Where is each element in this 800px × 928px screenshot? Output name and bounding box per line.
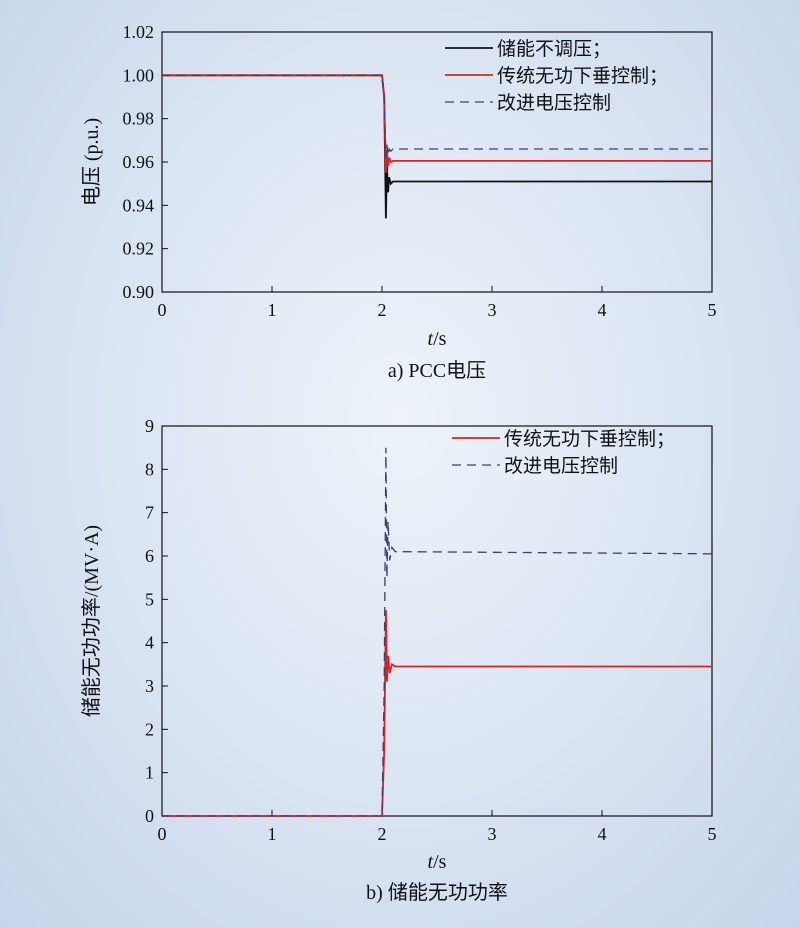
legend-label: 传统无功下垂控制； — [504, 428, 675, 450]
x-tick-label: 4 — [598, 300, 607, 320]
chart-a-pcc-voltage: 0 1 2 3 4 5 0.90 0.92 0.94 0.96 0.98 1.00 1.02 储能不调… — [80, 22, 717, 382]
x-tick-label: 2 — [378, 824, 387, 844]
chart-a-y-axis-label: 电压 (p.u.) — [80, 118, 103, 206]
chart-b-caption: b) 储能无功功率 — [366, 881, 508, 904]
x-tick-label: 3 — [488, 824, 497, 844]
y-tick-label: 2 — [145, 719, 154, 739]
x-tick-label: 5 — [708, 824, 717, 844]
x-tick-label: 0 — [158, 300, 167, 320]
y-tick-label: 1.02 — [123, 22, 155, 42]
chart-a-caption: a) PCC电压 — [388, 359, 486, 382]
y-tick-label: 0.98 — [123, 109, 155, 129]
y-tick-label: 1 — [145, 763, 154, 783]
legend-label: 传统无功下垂控制； — [497, 65, 668, 87]
x-tick-label: 0 — [158, 824, 167, 844]
series-line-0-1 — [162, 74, 712, 173]
x-tick-label: 5 — [708, 300, 717, 320]
y-tick-label: 7 — [145, 503, 154, 523]
y-tick-label: 0.90 — [123, 282, 155, 302]
y-tick-label: 0.94 — [123, 195, 155, 215]
x-tick-label: 3 — [488, 300, 497, 320]
y-tick-label: 6 — [145, 546, 154, 566]
x-tick-label: 4 — [598, 824, 607, 844]
series-line-1-0 — [162, 610, 712, 817]
legend-label: 改进电压控制 — [497, 92, 611, 114]
y-tick-label: 0 — [145, 806, 154, 826]
legend-label: 储能不调压； — [497, 38, 611, 60]
y-tick-label: 4 — [145, 633, 154, 653]
y-tick-label: 9 — [145, 416, 154, 436]
series-line-0-2 — [162, 74, 712, 158]
series-line-0-0 — [162, 74, 712, 219]
legend-label: 改进电压控制 — [504, 455, 618, 477]
chart-b-y-axis-label: 储能无功功率/(MV·A) — [80, 525, 103, 717]
x-tick-label: 2 — [378, 300, 387, 320]
x-tick-label: 1 — [268, 824, 277, 844]
y-tick-label: 0.92 — [123, 239, 155, 259]
series-line-1-1 — [162, 447, 713, 817]
y-tick-label: 3 — [145, 676, 154, 696]
y-tick-label: 8 — [145, 459, 154, 479]
y-tick-label: 5 — [145, 589, 154, 609]
chart-b-x-axis-label: t/s — [428, 851, 447, 873]
chart-b-plot-frame — [161, 425, 713, 817]
y-tick-label: 1.00 — [123, 65, 155, 85]
chart-b-reactive-power: 0 1 2 3 4 5 0 1 2 3 4 5 6 7 8 9 传统无功下垂控制； 改进电压控制 t/s 储能… — [80, 416, 717, 904]
chart-a-x-axis-label: t/s — [428, 328, 447, 350]
x-tick-label: 1 — [268, 300, 277, 320]
y-tick-label: 0.96 — [123, 152, 155, 172]
